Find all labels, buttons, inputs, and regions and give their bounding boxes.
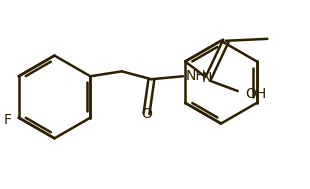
Text: NH: NH [186, 69, 207, 83]
Text: OH: OH [246, 87, 267, 101]
Text: F: F [4, 113, 12, 127]
Text: N: N [202, 71, 212, 85]
Text: O: O [141, 107, 152, 121]
